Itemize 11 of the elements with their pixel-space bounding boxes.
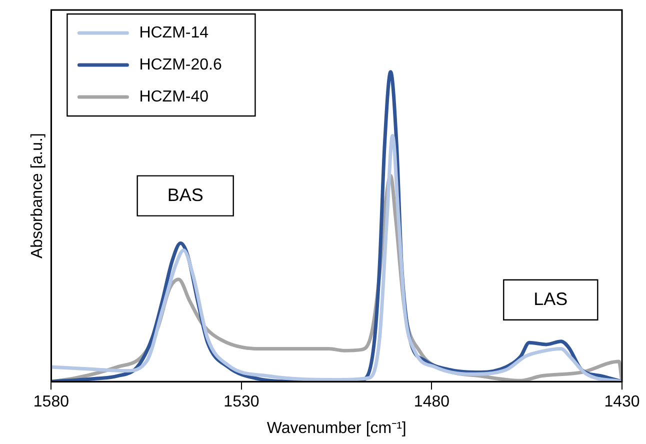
annotation: LAS [534,288,568,309]
x-axis-title: Wavenumber [cm⁻¹] [266,420,406,437]
legend-label: HCZM-14 [139,24,209,42]
y-axis-title: Absorbance [a.u.] [29,133,46,259]
x-tick-label: 1580 [33,394,70,411]
x-tick-label: 1480 [414,394,450,411]
x-tick-label: 1530 [224,394,260,411]
x-tick-label: 1430 [604,394,640,411]
legend-label: HCZM-40 [139,88,209,106]
annotation: BAS [167,184,204,205]
legend-label: HCZM-20.6 [139,56,222,74]
